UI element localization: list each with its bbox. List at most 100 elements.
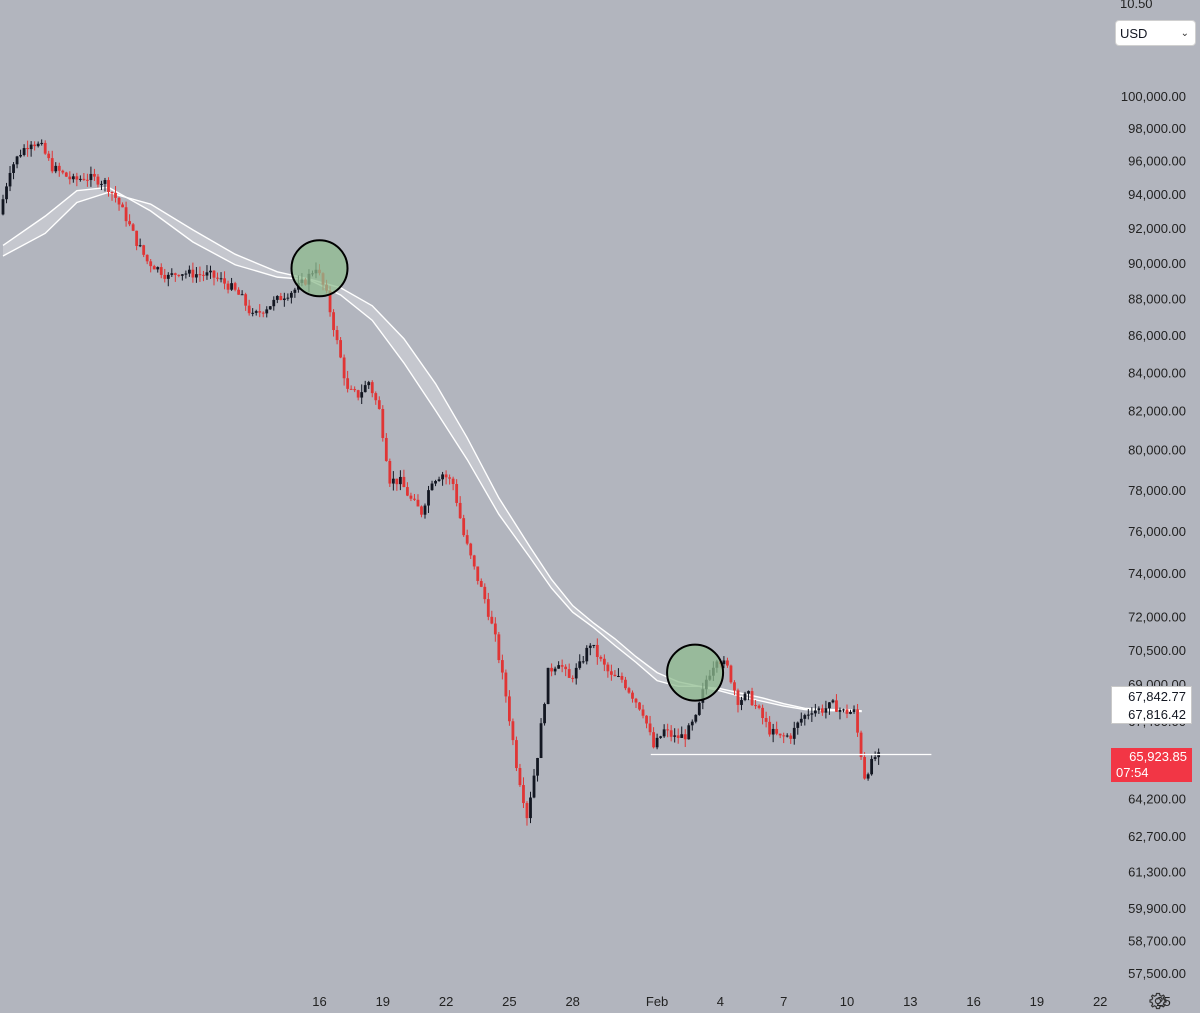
candle-body <box>539 723 543 758</box>
candle-body <box>152 266 156 270</box>
candle-body <box>638 702 641 710</box>
candle-body <box>571 677 575 679</box>
candle-body <box>47 153 51 159</box>
x-tick-label: 13 <box>903 994 917 1009</box>
candle-body <box>268 306 272 310</box>
y-tick-label: 94,000.00 <box>1128 187 1186 202</box>
candle-body <box>166 274 170 279</box>
candle-body <box>187 269 191 274</box>
gear-icon[interactable] <box>1149 992 1167 1010</box>
candle-body <box>469 543 473 556</box>
x-tick-label: 10 <box>840 994 854 1009</box>
candle-body <box>261 312 265 314</box>
candle-body <box>289 292 293 298</box>
candle-body <box>142 245 146 255</box>
candle-body <box>525 803 529 819</box>
candle-body <box>36 143 40 147</box>
y-tick-label: 74,000.00 <box>1128 566 1186 581</box>
candle-body <box>578 661 582 668</box>
candle-countdown: 07:54 <box>1116 765 1149 780</box>
candle-body <box>339 340 342 358</box>
candle-body <box>420 506 423 515</box>
candle-body <box>177 274 181 276</box>
candle-body <box>687 725 691 740</box>
y-tick-label: 61,300.00 <box>1128 865 1186 880</box>
currency-label: USD <box>1120 25 1148 41</box>
y-tick-label: 70,500.00 <box>1128 643 1186 658</box>
x-tick-label: 28 <box>565 994 579 1009</box>
candle-body <box>792 727 796 739</box>
candle-body <box>114 192 117 198</box>
ma-line-fast <box>2 186 862 712</box>
y-tick-label: 57,500.00 <box>1128 966 1186 981</box>
candle-body <box>543 704 546 724</box>
candle-body <box>581 661 585 663</box>
candle-body <box>195 274 198 278</box>
last-price-value: 65,923.85 <box>1129 749 1187 764</box>
x-tick-label: 25 <box>1156 994 1170 1009</box>
candle-body <box>451 478 455 485</box>
candle-body <box>216 277 219 279</box>
candle-body <box>377 400 381 409</box>
candle-body <box>645 715 648 724</box>
candle-body <box>244 294 248 306</box>
candle-body <box>553 668 557 672</box>
candle-body <box>370 382 374 394</box>
candle-body <box>50 158 54 172</box>
candle-body <box>1 199 5 215</box>
candle-body <box>806 714 810 716</box>
candle-body <box>828 702 831 709</box>
candle-body <box>504 672 508 697</box>
candle-body <box>729 665 733 683</box>
candle-body <box>845 709 849 714</box>
candle-body <box>293 289 297 293</box>
candle-body <box>356 390 360 398</box>
candle-body <box>722 660 726 665</box>
candle-body <box>89 173 93 181</box>
candle-body <box>486 599 490 617</box>
candle-body <box>219 278 223 280</box>
candle-body <box>233 283 237 290</box>
currency-select[interactable]: USD ⌄ <box>1115 20 1196 46</box>
x-tick-label: 16 <box>966 994 980 1009</box>
candle-body <box>726 660 729 666</box>
candle-body <box>402 476 406 488</box>
candle-body <box>346 378 350 389</box>
candle-body <box>799 718 803 723</box>
candle-body <box>617 675 620 677</box>
candle-body <box>282 298 286 301</box>
candle-body <box>353 389 357 391</box>
candle-body <box>149 261 153 267</box>
x-tick-label: Feb <box>646 994 668 1009</box>
candle-body <box>835 700 838 712</box>
candle-body <box>444 474 448 478</box>
candle-body <box>71 176 75 180</box>
candle-body <box>476 566 480 581</box>
candle-body <box>416 499 420 507</box>
candle-body <box>100 183 103 185</box>
candle-body <box>768 721 772 735</box>
candle-body <box>131 224 135 231</box>
candle-body <box>595 644 599 657</box>
candle-body <box>205 272 209 276</box>
highlight-circle <box>290 239 349 298</box>
candle-body <box>824 708 828 713</box>
y-tick-label: 76,000.00 <box>1128 524 1186 539</box>
candle-body <box>335 330 339 341</box>
candle-body <box>511 721 515 741</box>
candle-body <box>634 698 638 703</box>
y-tick-label: 58,700.00 <box>1128 933 1186 948</box>
y-tick-label: 100,000.00 <box>1121 89 1186 104</box>
candle-body <box>272 299 276 307</box>
candle-body <box>852 709 856 712</box>
candle-body <box>564 666 568 670</box>
candle-body <box>258 311 262 313</box>
ma-slow-price-tag: 67,816.42 <box>1111 705 1192 724</box>
candle-body <box>406 487 409 496</box>
candle-body <box>522 785 525 804</box>
candle-body <box>690 721 694 726</box>
candle-body <box>740 700 743 705</box>
candle-body <box>107 180 110 193</box>
candle-body <box>803 715 807 719</box>
